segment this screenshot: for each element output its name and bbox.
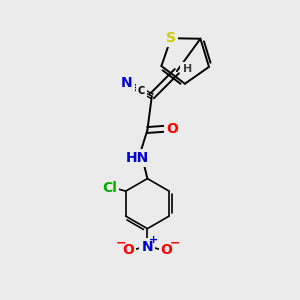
Text: +: + (149, 236, 158, 245)
Text: O: O (122, 243, 134, 257)
Text: −: − (169, 237, 180, 250)
Text: N: N (142, 240, 153, 254)
Text: O: O (167, 122, 178, 136)
Text: H: H (182, 64, 192, 74)
Text: −: − (116, 237, 126, 250)
Text: N: N (121, 76, 133, 90)
Text: C: C (138, 86, 145, 96)
Text: HN: HN (125, 151, 149, 165)
Text: Cl: Cl (102, 181, 117, 195)
Text: S: S (166, 31, 176, 45)
Text: O: O (160, 243, 172, 257)
